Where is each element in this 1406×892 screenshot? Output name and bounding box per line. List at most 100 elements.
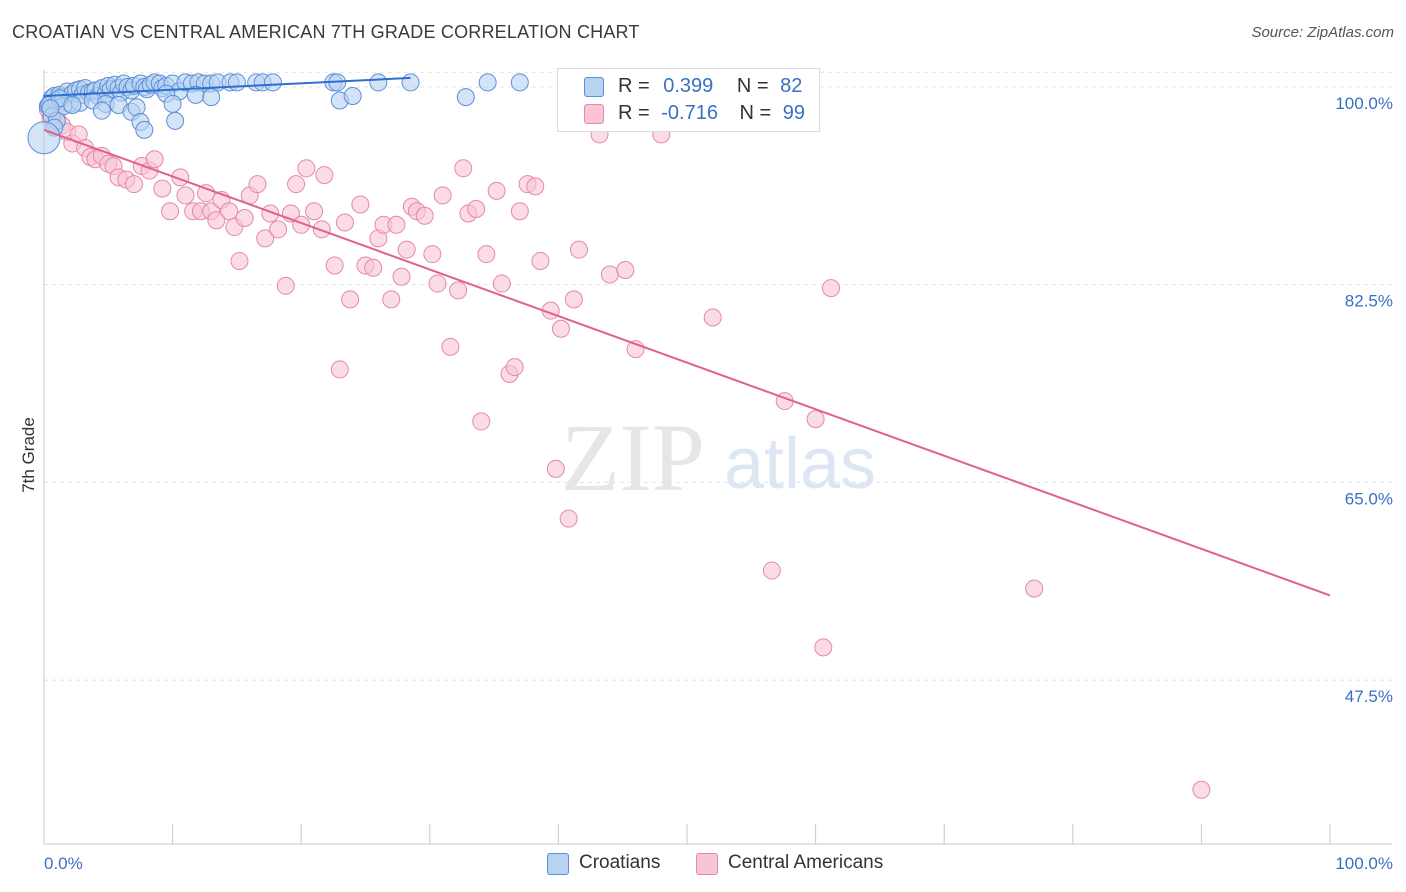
- central-americans-bottom-swatch: [696, 853, 718, 875]
- croatians-point: [478, 73, 497, 92]
- croatians-point: [343, 86, 362, 105]
- y-tick-label: 47.5%: [1345, 687, 1393, 706]
- central-americans-point: [315, 166, 334, 185]
- croatians-trend-line: [43, 76, 411, 97]
- central-americans-point: [505, 358, 524, 377]
- croatians-r-value: 0.399: [663, 75, 714, 97]
- central-americans-n-value: 99: [782, 102, 806, 124]
- central-americans-trend-line: [43, 128, 1331, 597]
- trend-lines: [43, 76, 1331, 597]
- gridlines: [44, 71, 1392, 681]
- central-americans-point: [351, 195, 370, 214]
- central-americans-point: [433, 186, 452, 205]
- central-americans-point: [312, 220, 331, 239]
- croatians-n-value: 82: [780, 75, 803, 97]
- central-americans-point: [197, 184, 216, 203]
- central-americans-point: [176, 186, 195, 205]
- central-americans-point: [454, 159, 473, 178]
- central-americans-point: [364, 258, 383, 277]
- central-americans-point: [569, 240, 588, 259]
- central-americans-point: [467, 199, 486, 218]
- central-americans-point: [235, 209, 254, 228]
- central-americans-point: [423, 245, 442, 264]
- croatians-point: [63, 96, 82, 115]
- y-tick-label: 65.0%: [1345, 489, 1393, 508]
- central-americans-point: [287, 175, 306, 194]
- croatians-point: [510, 73, 529, 92]
- y-axis-label: 7th Grade: [19, 417, 38, 493]
- central-americans-point: [510, 202, 529, 221]
- central-americans-point: [449, 281, 468, 300]
- croatians-n-label: N =: [736, 75, 769, 97]
- central-americans-point: [256, 229, 275, 248]
- watermark-atlas: atlas: [724, 424, 876, 504]
- croatians-point: [135, 120, 154, 139]
- central-americans-point: [382, 290, 401, 309]
- central-americans-point: [1192, 780, 1211, 799]
- central-americans-point: [392, 267, 411, 286]
- central-americans-point: [564, 290, 583, 309]
- croatians-point: [369, 73, 388, 92]
- central-americans-point: [428, 274, 447, 293]
- central-americans-point: [551, 319, 570, 338]
- legend: R = 0.399 N = 82 R = -0.716 N = 99: [557, 68, 820, 132]
- watermark-zip: ZIP: [561, 404, 705, 511]
- central-americans-point: [600, 265, 619, 284]
- croatians-point: [227, 73, 246, 92]
- central-americans-point: [276, 276, 295, 295]
- central-americans-point: [325, 256, 344, 275]
- central-americans-point: [1025, 579, 1044, 598]
- central-americans-point: [125, 175, 144, 194]
- central-americans-point: [248, 175, 267, 194]
- central-americans-point: [230, 251, 249, 270]
- central-americans-point: [153, 179, 172, 198]
- y-tick-label: 82.5%: [1345, 292, 1393, 311]
- central-americans-point: [477, 245, 496, 264]
- central-americans-point: [161, 202, 180, 221]
- croatians-point: [166, 111, 185, 130]
- central-americans-point: [822, 279, 841, 298]
- central-americans-point: [415, 206, 434, 225]
- croatians-point: [202, 88, 221, 107]
- central-americans-bottom-label: Central Americans: [728, 852, 884, 873]
- central-americans-point: [492, 274, 511, 293]
- watermark: ZIP atlas: [561, 404, 876, 511]
- central-americans-point: [397, 240, 416, 259]
- croatians-point: [41, 99, 60, 118]
- croatians-points: [27, 73, 529, 155]
- x-tick-label: 0.0%: [44, 854, 83, 873]
- central-americans-point: [335, 213, 354, 232]
- croatians-r-label: R =: [618, 75, 650, 97]
- central-americans-point: [269, 220, 288, 239]
- central-americans-point: [297, 159, 316, 178]
- central-americans-point: [559, 509, 578, 528]
- croatians-point: [92, 101, 111, 120]
- chart-title: CROATIAN VS CENTRAL AMERICAN 7TH GRADE C…: [12, 22, 640, 42]
- central-americans-point: [814, 638, 833, 657]
- central-americans-point: [305, 202, 324, 221]
- y-tick-label: 100.0%: [1335, 94, 1393, 113]
- central-americans-r-label: R =: [618, 102, 650, 124]
- central-americans-point: [472, 412, 491, 431]
- central-americans-point: [526, 177, 545, 196]
- central-americans-n-label: N =: [739, 102, 772, 124]
- croatians-point: [456, 88, 475, 107]
- croatians-point: [263, 73, 282, 92]
- croatians-point: [27, 121, 61, 155]
- croatians-bottom-swatch: [547, 853, 569, 875]
- central-americans-point: [341, 290, 360, 309]
- source-label: Source: ZipAtlas.com: [1251, 24, 1394, 41]
- central-americans-point: [703, 308, 722, 327]
- central-americans-point: [220, 202, 239, 221]
- x-tick-label: 100.0%: [1335, 854, 1393, 873]
- central-americans-point: [330, 360, 349, 379]
- central-americans-point: [806, 410, 825, 429]
- central-americans-r-value: -0.716: [661, 102, 718, 124]
- central-americans-point: [546, 459, 565, 478]
- central-americans-point: [145, 150, 164, 169]
- croatians-bottom-label: Croatians: [579, 852, 661, 873]
- central-americans-point: [387, 215, 406, 234]
- croatians-point: [401, 73, 420, 92]
- central-americans-point: [616, 260, 635, 279]
